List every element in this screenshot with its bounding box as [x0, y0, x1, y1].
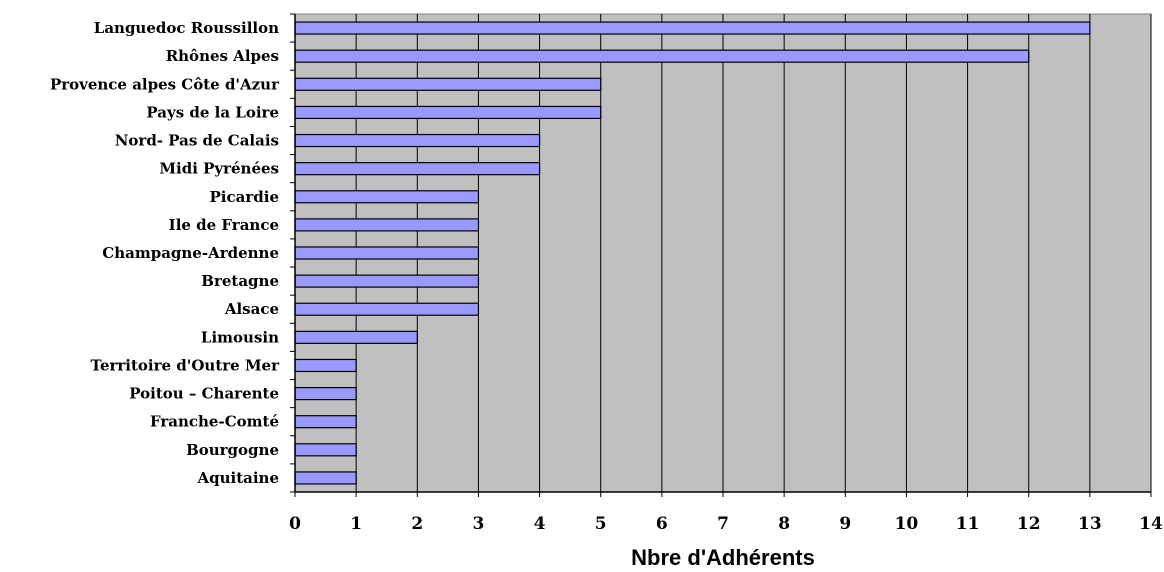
x-tick-label: 3: [473, 514, 485, 534]
category-label: Provence alpes Côte d'Azur: [50, 75, 280, 93]
category-label: Ile de France: [169, 216, 279, 234]
x-tick-label: 13: [1078, 514, 1102, 534]
category-label: Languedoc Roussillon: [94, 19, 279, 37]
x-tick-label: 6: [656, 514, 668, 534]
bar: [294, 358, 357, 373]
x-tick-label: 0: [289, 514, 301, 534]
bar: [294, 21, 1091, 35]
category-label: Poitou – Charente: [129, 385, 279, 403]
bars: [294, 21, 1091, 485]
category-label: Territoire d'Outre Mer: [91, 356, 281, 374]
category-label: Picardie: [210, 188, 279, 206]
bar: [294, 386, 357, 401]
bar: [294, 133, 541, 148]
bar: [294, 77, 602, 91]
bar: [294, 471, 357, 485]
x-tick-label: 10: [895, 514, 919, 534]
x-tick-label: 12: [1017, 514, 1041, 534]
bar: [294, 443, 357, 457]
category-label: Midi Pyrénées: [159, 160, 279, 178]
x-tick-label: 5: [595, 514, 607, 534]
x-tick-label: 14: [1139, 514, 1163, 534]
category-label: Nord- Pas de Calais: [115, 132, 279, 150]
category-labels: Languedoc Roussillon Rhônes Alpes Provence…: [50, 19, 280, 487]
bar: [294, 162, 541, 176]
bar: [294, 49, 1030, 63]
bar: [294, 246, 480, 260]
x-tick-label: 2: [411, 514, 423, 534]
bar: [294, 105, 602, 120]
x-tick-label: 4: [534, 514, 546, 534]
category-label: Pays de la Loire: [146, 103, 279, 121]
x-axis: 0 1 2 3 4 5 6 7 8 9 10 11 12 13 14: [289, 13, 1163, 534]
category-label: Rhônes Alpes: [166, 47, 279, 65]
category-label: Bretagne: [201, 272, 279, 290]
bar: [294, 330, 418, 344]
category-label: Alsace: [224, 300, 279, 318]
x-axis-title: Nbre d'Adhérents: [631, 545, 815, 570]
x-tick-label: 8: [778, 514, 790, 534]
bar: [294, 190, 480, 204]
category-label: Champagne-Ardenne: [102, 244, 279, 262]
category-label: Franche-Comté: [150, 413, 279, 431]
bar: [294, 274, 480, 288]
x-tick-label: 7: [717, 514, 729, 534]
bar: [294, 302, 480, 316]
bar: [294, 218, 480, 232]
category-label: Limousin: [201, 328, 279, 346]
category-label: Aquitaine: [196, 469, 279, 487]
x-tick-label: 1: [350, 514, 362, 534]
bar: [294, 415, 357, 429]
x-tick-label: 11: [956, 514, 980, 534]
x-tick-label: 9: [839, 514, 851, 534]
grid-lines: [355, 14, 1152, 492]
category-label: Bourgogne: [186, 441, 279, 459]
